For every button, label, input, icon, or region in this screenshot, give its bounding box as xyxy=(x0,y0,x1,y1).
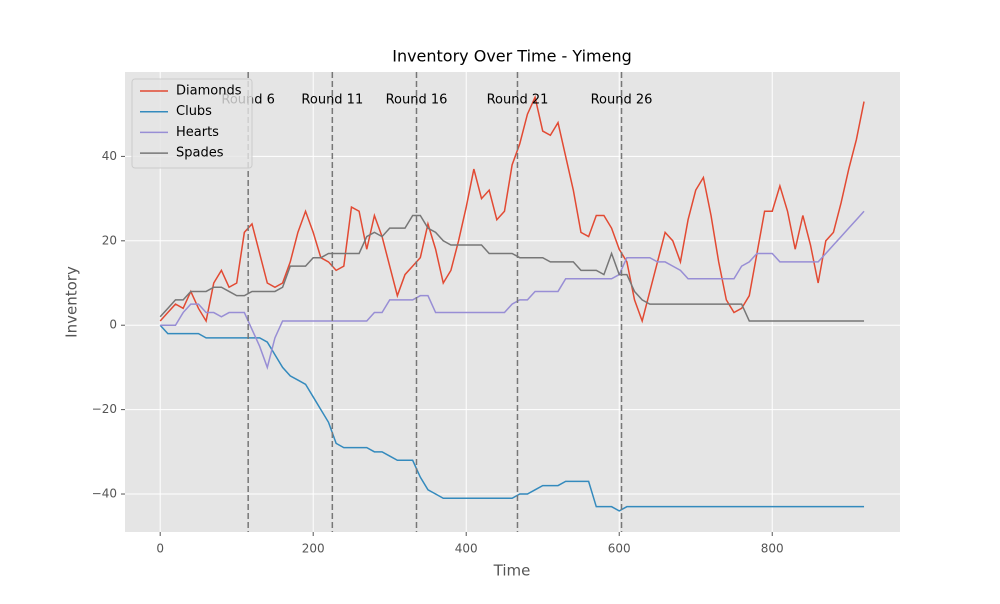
plot-area xyxy=(125,72,900,532)
series-line xyxy=(159,94,865,324)
y-tick-label: −20 xyxy=(92,402,117,416)
legend-box xyxy=(131,78,253,169)
round-label: Round 26 xyxy=(591,93,653,108)
legend-label: Diamonds xyxy=(176,84,242,99)
round-label: Round 16 xyxy=(386,93,448,108)
y-tick-label: −40 xyxy=(92,487,117,501)
round-label: Round 11 xyxy=(301,93,363,108)
x-tick-label: 800 xyxy=(761,542,784,556)
round-label: Round 21 xyxy=(487,93,549,108)
series-line xyxy=(159,324,865,512)
x-tick-label: 400 xyxy=(455,542,478,556)
legend-label: Hearts xyxy=(176,125,219,140)
x-axis-label: Time xyxy=(493,562,531,580)
y-tick-label: 20 xyxy=(102,233,117,247)
y-axis-label: Inventory xyxy=(63,266,81,338)
y-tick-label: 0 xyxy=(109,318,117,332)
y-tick-label: 40 xyxy=(102,149,117,163)
x-tick-label: 200 xyxy=(302,542,325,556)
x-tick-label: 0 xyxy=(156,542,164,556)
legend-label: Spades xyxy=(176,146,224,161)
chart-title: Inventory Over Time - Yimeng xyxy=(392,47,632,66)
series-line xyxy=(160,210,865,370)
legend: Diamonds Clubs Hearts Spades xyxy=(131,78,253,169)
series-line xyxy=(159,214,865,322)
legend-label: Clubs xyxy=(176,104,212,119)
x-tick-label: 600 xyxy=(608,542,631,556)
